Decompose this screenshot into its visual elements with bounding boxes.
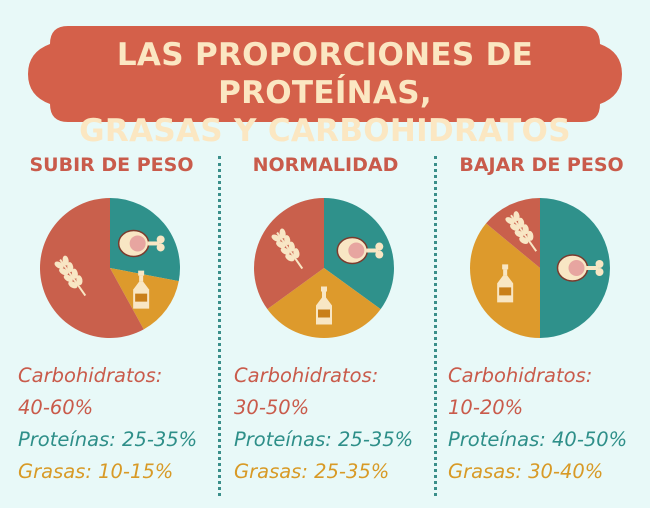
legend: Carbohidratos: 10-20% Proteínas: 40-50% … xyxy=(448,360,627,488)
legend: Carbohidratos: 30-50% Proteínas: 25-35% … xyxy=(234,360,413,488)
fats-label: Grasas: 30-40% xyxy=(448,460,604,483)
chart-title: BAJAR DE PESO xyxy=(459,154,624,176)
pie-slice-carbohidratos xyxy=(39,198,144,338)
meat-icon xyxy=(336,236,384,265)
title-line-1: LAS PROPORCIONES DE PROTEÍNAS, xyxy=(116,37,534,111)
oil-bottle-icon xyxy=(133,270,150,309)
proteins-label: Proteínas: 25-35% xyxy=(234,428,414,451)
fats-label: Grasas: 25-35% xyxy=(234,460,390,483)
chart-column-bajar: BAJAR DE PESO Carbohidratos: 10-20% Prot… xyxy=(434,150,649,483)
pie-chart xyxy=(39,198,181,338)
wheat-icon xyxy=(505,211,538,252)
chart-title: SUBIR DE PESO xyxy=(29,154,194,176)
pie-chart xyxy=(469,198,610,338)
pie-slice-carbohidratos xyxy=(486,198,540,268)
fats-label: Grasas: 10-15% xyxy=(18,460,174,483)
title-line-2: GRASAS Y CARBOHIDRATOS xyxy=(79,113,571,149)
carbs-label: Carbohidratos: xyxy=(18,364,163,387)
carbs-value: 40-60% xyxy=(18,396,94,419)
wheat-icon xyxy=(271,228,304,270)
legend: Carbohidratos: 40-60% Proteínas: 25-35% … xyxy=(18,360,197,488)
carbs-value: 30-50% xyxy=(234,396,310,419)
title-banner: LAS PROPORCIONES DE PROTEÍNAS, GRASAS Y … xyxy=(28,22,622,149)
oil-bottle-icon xyxy=(497,264,514,303)
carbs-label: Carbohidratos: xyxy=(448,364,593,387)
carbs-value: 10-20% xyxy=(448,396,524,419)
page-title: LAS PROPORCIONES DE PROTEÍNAS, GRASAS Y … xyxy=(28,36,622,150)
column-divider-2 xyxy=(434,156,437,496)
banner-shape xyxy=(28,26,622,122)
chart-column-normalidad: NORMALIDAD Carbohidratos: 30-50% Proteín… xyxy=(218,150,433,483)
meat-icon xyxy=(556,254,604,282)
proteins-label: Proteínas: 40-50% xyxy=(448,428,628,451)
wheat-icon xyxy=(54,255,87,297)
oil-bottle-icon xyxy=(316,286,332,325)
proteins-label: Proteínas: 25-35% xyxy=(18,428,198,451)
column-divider-1 xyxy=(218,156,221,496)
carbs-label: Carbohidratos: xyxy=(234,364,379,387)
meat-icon xyxy=(117,229,165,258)
chart-title: NORMALIDAD xyxy=(252,154,399,176)
chart-column-subir: SUBIR DE PESO Carbohidratos: 40-60% Prot… xyxy=(4,150,219,483)
pie-chart xyxy=(254,198,394,338)
